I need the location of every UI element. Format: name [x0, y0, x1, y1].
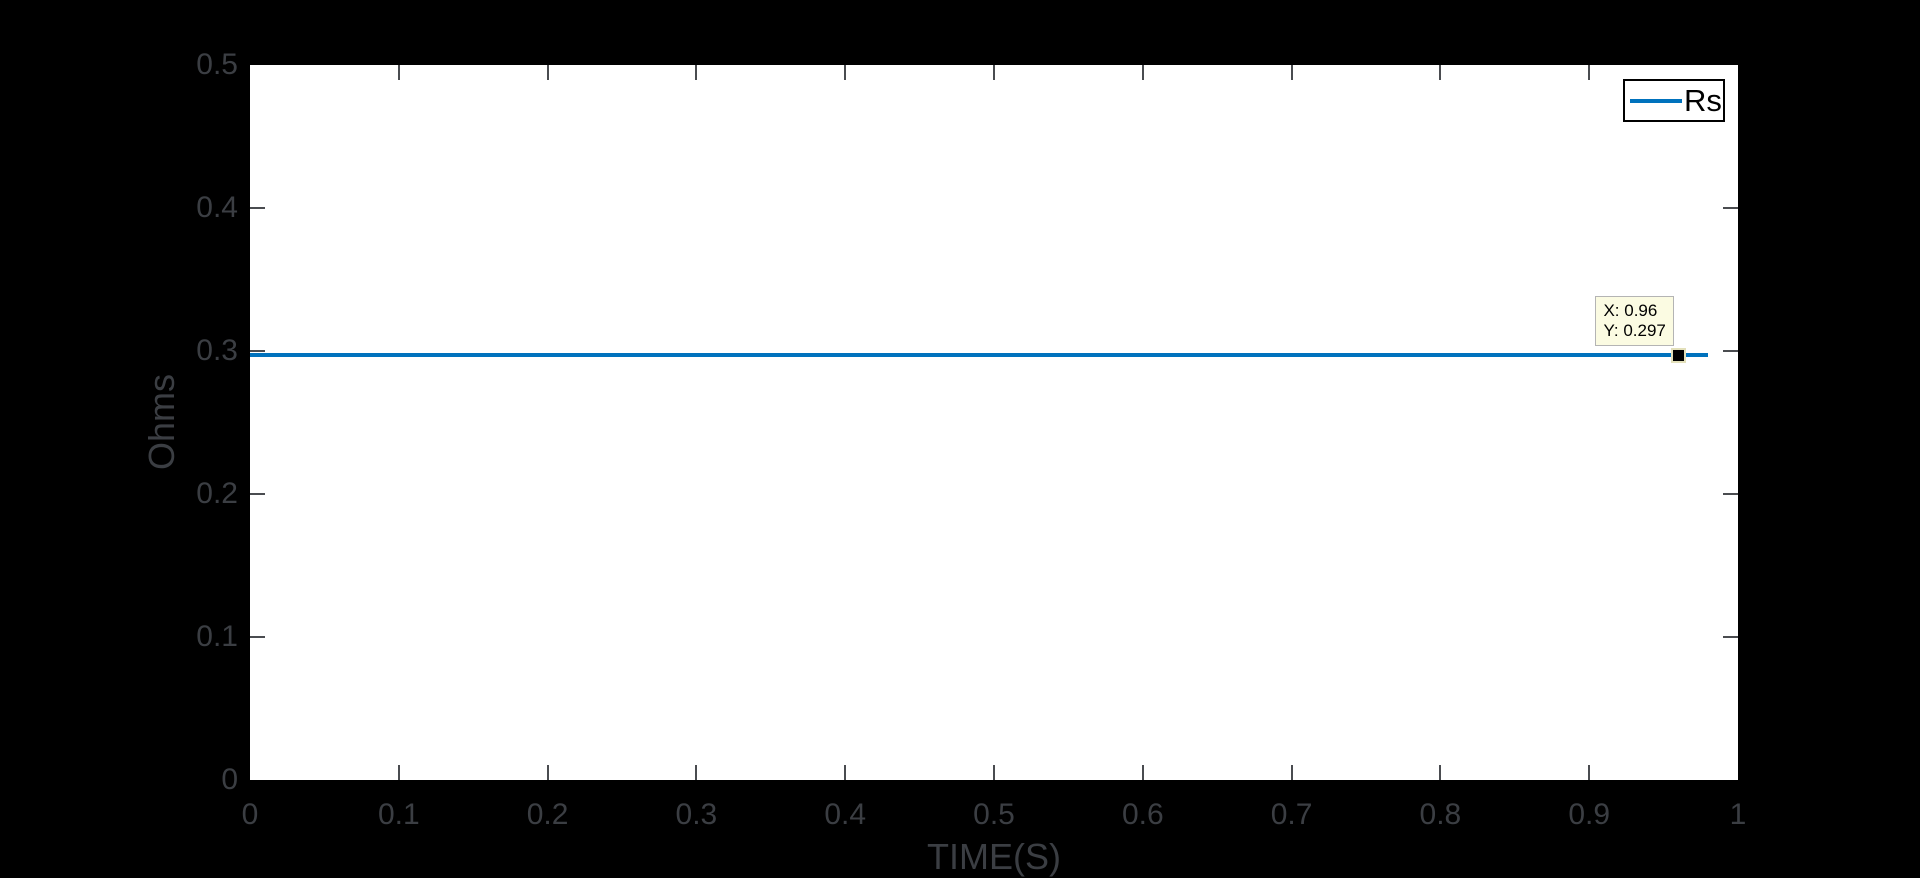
y-axis-label: Ohms — [141, 373, 182, 471]
axis-tick — [993, 65, 995, 80]
datatip-marker[interactable] — [1670, 347, 1686, 363]
axis-tick — [993, 765, 995, 780]
datatip-y-value: Y: 0.297 — [1603, 321, 1666, 341]
x-tick-label: 0.2 — [526, 798, 569, 831]
axis-tick — [1439, 765, 1442, 780]
y-tick-label: 0.2 — [196, 477, 238, 510]
axis-tick — [1723, 493, 1738, 495]
axis-tick — [1290, 65, 1293, 80]
x-tick-label: 0.1 — [377, 798, 420, 831]
axis-tick — [1723, 350, 1738, 352]
y-tick-label: 0.1 — [196, 620, 238, 653]
axis-tick — [1290, 765, 1293, 780]
axis-tick — [250, 636, 265, 638]
x-tick-label: 0.8 — [1419, 798, 1462, 831]
axis-tick — [546, 765, 549, 780]
axis-tick — [1723, 207, 1738, 209]
axis-tick — [844, 65, 847, 80]
axis-tick — [844, 765, 847, 780]
legend-line-sample — [1630, 98, 1682, 103]
legend-label: Rs — [1684, 83, 1722, 118]
axis-tick — [250, 207, 265, 209]
axis-tick — [397, 65, 400, 80]
axis-tick — [250, 493, 265, 495]
y-tick-label: 0.4 — [196, 191, 238, 224]
axis-tick — [250, 350, 265, 352]
y-tick-label: 0.5 — [196, 48, 238, 81]
axis-tick — [546, 65, 549, 80]
axis-tick — [1723, 636, 1738, 638]
axis-tick — [1141, 65, 1144, 80]
x-tick-label: 0 — [241, 798, 259, 831]
axis-tick — [695, 65, 698, 80]
x-tick-label: 0.3 — [675, 798, 718, 831]
x-tick-label: 0.5 — [973, 798, 1015, 831]
axis-tick — [695, 765, 698, 780]
datatip-x-value: X: 0.96 — [1603, 301, 1658, 321]
y-tick-label: 0.3 — [196, 334, 238, 367]
x-tick-label: 1 — [1729, 798, 1747, 831]
x-tick-label: 0.7 — [1270, 798, 1313, 831]
axis-tick — [1439, 65, 1442, 80]
plot-area: X: 0.96 Y: 0.297 Rs — [250, 65, 1738, 780]
axis-tick — [1141, 765, 1144, 780]
rs-line — [250, 353, 1709, 358]
x-tick-label: 0.6 — [1121, 798, 1164, 831]
axis-tick — [1588, 765, 1591, 780]
x-axis-label: TIME(S) — [927, 836, 1061, 877]
legend[interactable]: Rs — [1623, 79, 1725, 122]
datatip[interactable]: X: 0.96 Y: 0.297 — [1595, 296, 1674, 347]
x-tick-label: 0.9 — [1568, 798, 1611, 831]
y-tick-label: 0 — [221, 763, 238, 796]
axis-tick — [397, 765, 400, 780]
x-tick-label: 0.4 — [824, 798, 867, 831]
axis-tick — [1588, 65, 1591, 80]
